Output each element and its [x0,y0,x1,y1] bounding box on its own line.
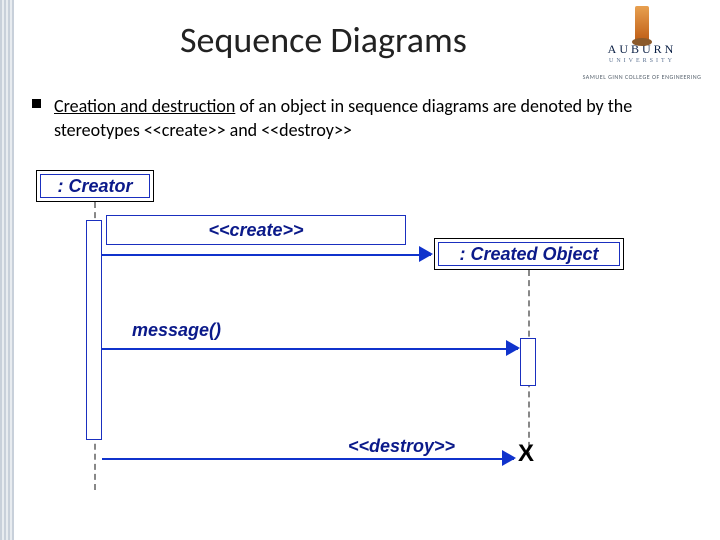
destroy-arrow-head [502,450,516,466]
message-call-label: message() [132,320,221,341]
slide-left-stripes [0,0,14,540]
destroy-x-mark: X [518,440,534,468]
destroy-message-label: <<destroy>> [348,436,455,457]
created-label: : Created Object [459,244,598,265]
create-arrow-line [102,254,431,256]
sequence-diagram: : Creator <<create>> : Created Object me… [36,170,686,510]
slide-title: Sequence Diagrams [180,18,467,62]
create-arrow-head [419,246,433,262]
create-message-box: <<create>> [106,215,406,245]
creator-label: : Creator [57,176,132,197]
logo-tagline: UNIVERSITY [582,58,702,64]
bullet-square-icon [32,99,41,108]
bullet-item: Creation and destruction of an object in… [32,94,690,143]
creator-activation [86,220,102,440]
created-activation [520,338,536,386]
destroy-arrow-line [102,458,514,460]
message-call-line [102,348,518,350]
bullet-text: Creation and destruction of an object in… [54,94,690,143]
bullet-underlined: Creation and destruction [54,95,235,117]
created-box-inner: : Created Object [438,242,620,266]
auburn-tower-icon [635,6,649,40]
logo-college: Samuel Ginn College of Engineering [582,74,702,81]
auburn-logo: AUBURN UNIVERSITY Samuel Ginn College of… [582,6,702,81]
creator-box-inner: : Creator [40,174,150,198]
message-call-arrow-head [506,340,520,356]
